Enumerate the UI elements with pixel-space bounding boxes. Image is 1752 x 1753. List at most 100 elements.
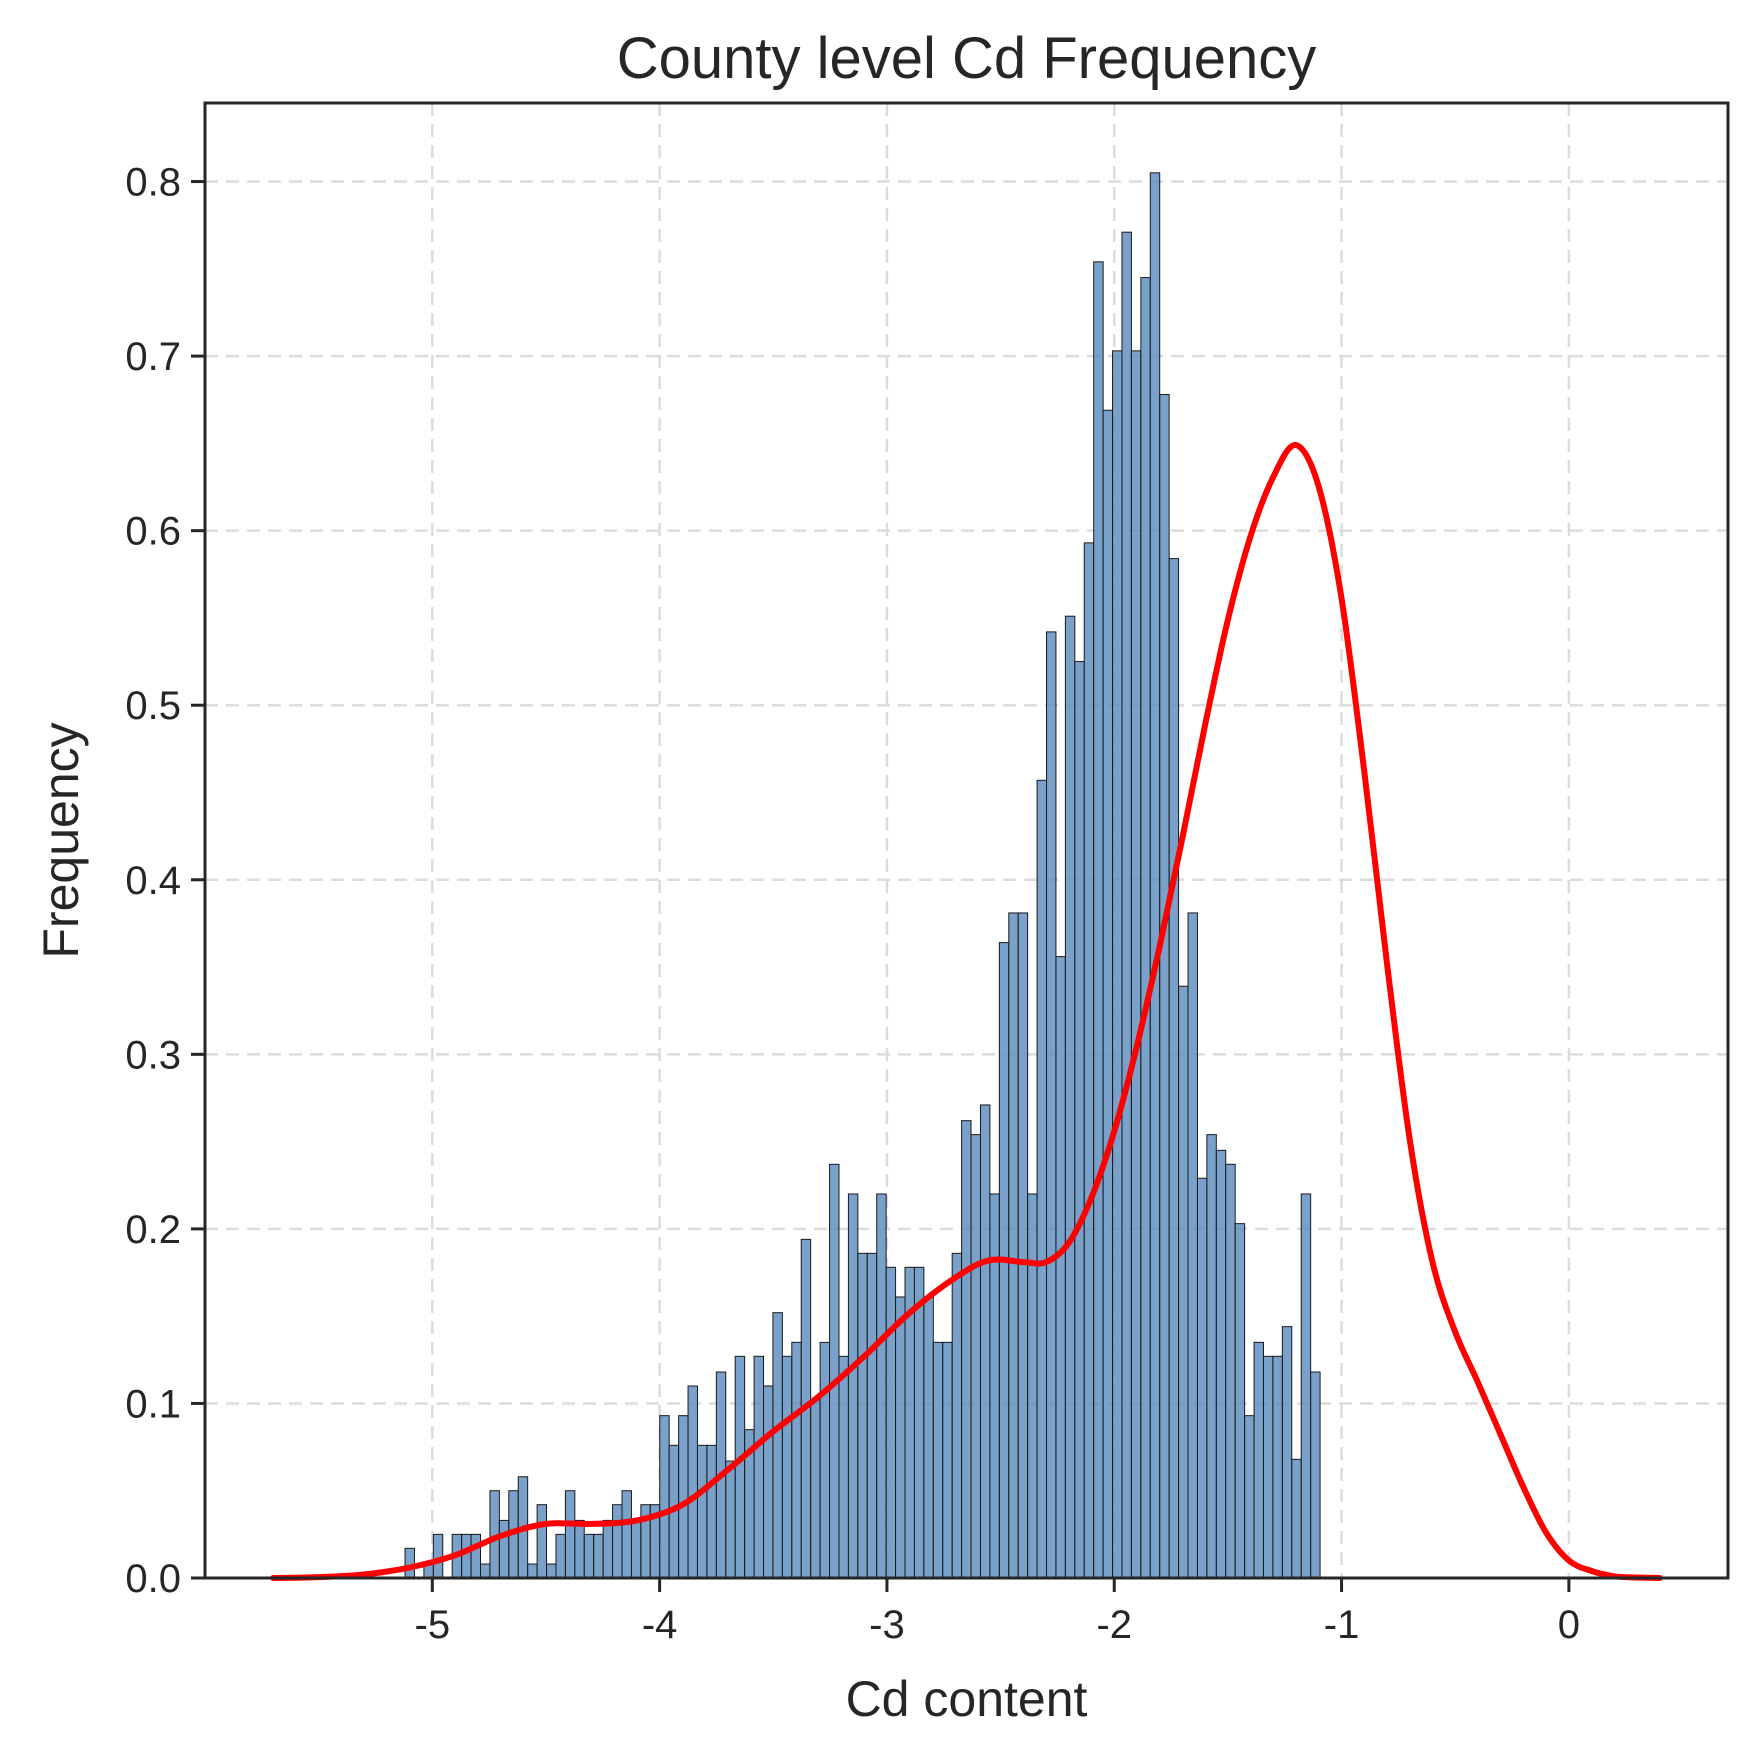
histogram-bar	[847, 1193, 859, 1579]
histogram-bar	[1187, 912, 1198, 1579]
plot-frame	[203, 101, 1730, 1580]
histogram-bar	[1159, 394, 1170, 1579]
histogram-bar	[564, 1490, 576, 1579]
histogram-bar	[1272, 1355, 1283, 1579]
histogram-bar	[1225, 1163, 1236, 1579]
histogram-bars	[404, 172, 1321, 1579]
histogram-bar	[1046, 631, 1057, 1579]
x-tick-label: -2	[1096, 1603, 1132, 1647]
y-tick-label: 0.7	[125, 335, 181, 379]
histogram-bar	[1102, 409, 1114, 1579]
x-tick-label: -5	[415, 1603, 451, 1647]
histogram-bar	[1074, 661, 1085, 1579]
y-axis-label: Frequency	[33, 722, 89, 958]
histogram-bar	[734, 1355, 746, 1579]
histogram-bar	[819, 1341, 831, 1579]
histogram-bar	[1300, 1193, 1312, 1579]
x-tick-label: -3	[869, 1603, 905, 1647]
histogram-bar	[404, 1547, 415, 1579]
histogram-bar	[791, 1341, 802, 1579]
histogram-bar	[583, 1533, 595, 1579]
histogram-bar	[979, 1104, 991, 1579]
histogram-bar	[678, 1415, 689, 1579]
histogram-bar	[1112, 350, 1123, 1579]
histogram-bar	[1130, 350, 1142, 1579]
histogram-bar	[1244, 1415, 1255, 1579]
histogram-bar	[593, 1533, 604, 1579]
y-tick-label: 0.5	[125, 684, 181, 728]
histogram-bar	[1017, 912, 1029, 1579]
y-tick-label: 0.8	[125, 161, 181, 205]
histogram-bar	[961, 1120, 972, 1579]
histogram-bar	[1093, 261, 1104, 1579]
histogram-bar	[1234, 1223, 1246, 1579]
histogram-bar	[923, 1296, 934, 1579]
kde-curve-line	[270, 442, 1663, 1581]
histogram-bar	[696, 1444, 708, 1579]
histogram-bar	[895, 1296, 906, 1579]
histogram-bar	[857, 1252, 868, 1579]
histogram-bar	[602, 1519, 614, 1579]
histogram-bar	[1055, 956, 1066, 1579]
histogram-bar	[621, 1490, 632, 1579]
y-tick-label: 0.3	[125, 1033, 181, 1077]
histogram-bar	[546, 1563, 557, 1579]
histogram-bar	[1064, 615, 1076, 1579]
x-tick-label: -1	[1324, 1603, 1360, 1647]
histogram-bar	[1196, 1177, 1208, 1579]
histogram-bar	[498, 1519, 510, 1579]
chart-title: County level Cd Frequency	[617, 26, 1317, 91]
histogram-bar	[1206, 1134, 1217, 1579]
histogram-bar	[1168, 558, 1180, 1579]
histogram-bar	[1140, 277, 1151, 1579]
histogram-bar	[536, 1504, 548, 1579]
histogram-bar	[810, 1399, 821, 1579]
y-tick-label: 0.6	[125, 510, 181, 554]
histogram-bar	[772, 1312, 783, 1579]
histogram-bar	[527, 1563, 538, 1579]
histogram-bar	[1253, 1341, 1264, 1579]
axis-ticks: -5 -4 -3 -2 -1 0 0.0 0.1 0.2 0.3 0.4 0.5 0.6 0.7 0.8	[125, 161, 1580, 1647]
histogram-bar	[932, 1341, 944, 1579]
histogram-bar	[687, 1385, 698, 1579]
histogram-bar	[1121, 231, 1132, 1579]
y-tick-label: 0.4	[125, 859, 181, 903]
histogram-bar	[951, 1252, 963, 1579]
histogram-bar	[630, 1519, 642, 1579]
y-tick-label: 0.1	[125, 1382, 181, 1426]
histogram-bar	[470, 1533, 482, 1579]
histogram-bar	[1310, 1371, 1321, 1579]
histogram-bar	[753, 1355, 765, 1579]
y-tick-label: 0.2	[125, 1208, 181, 1252]
histogram-bar	[942, 1341, 953, 1579]
histogram-bar	[480, 1563, 491, 1579]
histogram-bar	[1215, 1149, 1227, 1579]
histogram-bar	[970, 1134, 981, 1579]
histogram-bar	[1083, 542, 1095, 1579]
histogram-bar	[885, 1266, 897, 1579]
histogram-bar	[989, 1193, 1000, 1579]
histogram-bar	[876, 1193, 887, 1579]
histogram-bar	[706, 1444, 717, 1579]
histogram-bar	[1149, 172, 1161, 1579]
x-tick-label: 0	[1558, 1603, 1580, 1647]
histogram-bar	[1036, 779, 1048, 1579]
histogram-bar	[781, 1355, 793, 1579]
histogram-bar	[1178, 985, 1189, 1579]
histogram-bar	[913, 1266, 925, 1579]
y-tick-label: 0.0	[125, 1557, 181, 1601]
histogram-bar	[829, 1163, 840, 1579]
histogram-bar	[659, 1415, 670, 1579]
x-axis-label: Cd content	[846, 1671, 1088, 1727]
histogram-bar	[725, 1460, 736, 1579]
histogram-bar	[574, 1519, 585, 1579]
histogram-bar	[838, 1355, 849, 1579]
histogram-bar	[866, 1252, 878, 1579]
histogram-bar	[1008, 912, 1019, 1579]
histogram-bar	[432, 1533, 444, 1579]
histogram-bar	[1291, 1458, 1302, 1579]
x-tick-label: -4	[642, 1603, 678, 1647]
histogram-bar	[555, 1533, 566, 1579]
histogram-bar	[461, 1533, 472, 1579]
